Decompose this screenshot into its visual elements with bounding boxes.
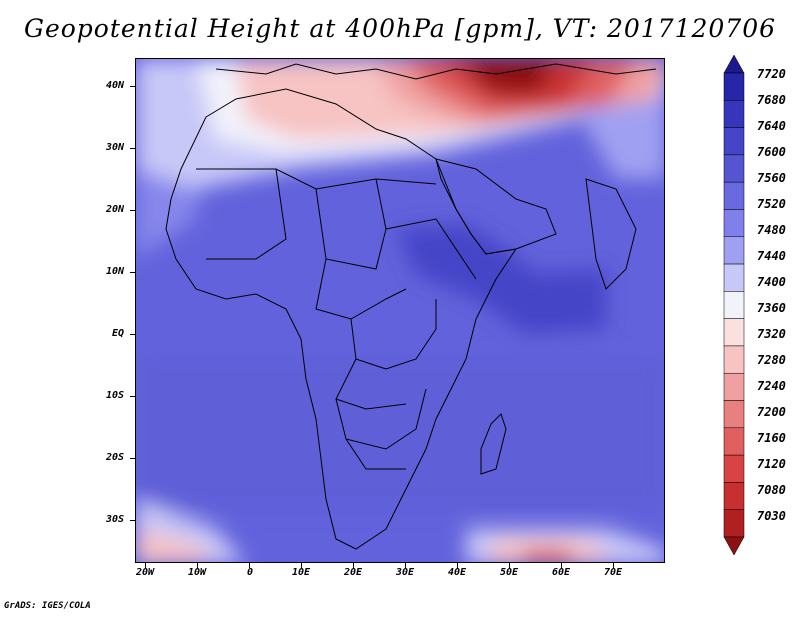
colorbar-swatch <box>723 72 745 101</box>
colorbar-label: 7320 <box>757 327 786 341</box>
lon-tick <box>509 563 510 568</box>
colorbar-label: 7120 <box>757 457 786 471</box>
colorbar-swatch <box>723 427 745 456</box>
lat-label-20n: 20N <box>106 204 125 215</box>
colorbar-label: 7680 <box>757 93 786 107</box>
colorbar-top-arrow <box>723 55 745 74</box>
colorbar-label: 7280 <box>757 353 786 367</box>
colorbar-swatch <box>723 509 745 538</box>
colorbar <box>723 55 745 555</box>
plot-title: Geopotential Height at 400hPa [gpm], VT:… <box>23 14 777 43</box>
map-panel <box>135 58 665 563</box>
footer-credit: GrADS: IGES/COLA <box>4 601 91 611</box>
colorbar-swatch <box>723 154 745 183</box>
lon-tick <box>561 563 562 568</box>
lat-label-30s: 30S <box>106 514 125 525</box>
lon-label-30e: 30E <box>396 567 415 578</box>
lon-label-40e: 40E <box>448 567 467 578</box>
coastlines <box>165 63 657 550</box>
lon-tick <box>457 563 458 568</box>
lat-tick <box>130 520 135 521</box>
lat-tick <box>130 86 135 87</box>
colorbar-swatch <box>723 345 745 374</box>
colorbar-label: 7240 <box>757 379 786 393</box>
colorbar-swatch <box>723 263 745 292</box>
lat-tick <box>130 148 135 149</box>
colorbar-label: 7160 <box>757 431 786 445</box>
lon-tick <box>613 563 614 568</box>
colorbar-label: 7360 <box>757 301 786 315</box>
lat-label-10n: 10N <box>106 266 125 277</box>
lat-tick <box>130 334 135 335</box>
colorbar-label: 7080 <box>757 483 786 497</box>
lon-tick <box>197 563 198 568</box>
lon-label-10w: 10W <box>188 567 207 578</box>
colorbar-label: 7480 <box>757 223 786 237</box>
colorbar-bottom-arrow <box>723 536 745 555</box>
colorbar-swatch <box>723 291 745 319</box>
lat-label-10s: 10S <box>106 390 125 401</box>
lon-tick <box>249 563 250 568</box>
colorbar-swatch <box>723 400 745 429</box>
lon-tick <box>145 563 146 568</box>
colorbar-label: 7030 <box>757 509 786 523</box>
lon-label-20w: 20W <box>136 567 155 578</box>
colorbar-label: 7600 <box>757 145 786 159</box>
lon-tick <box>353 563 354 568</box>
colorbar-label: 7720 <box>757 67 786 81</box>
colorbar-swatch <box>723 181 745 210</box>
lat-tick <box>130 272 135 273</box>
height-field-shading <box>136 59 664 562</box>
lon-label-70e: 70E <box>604 567 623 578</box>
colorbar-swatch <box>723 482 745 510</box>
lat-tick <box>130 458 135 459</box>
lon-label-10e: 10E <box>292 567 311 578</box>
colorbar-label: 7520 <box>757 197 786 211</box>
geopotential-field <box>136 59 664 562</box>
lon-label-0: 0 <box>247 567 254 578</box>
colorbar-swatch <box>723 127 745 156</box>
lat-label-40n: 40N <box>106 80 125 91</box>
lat-tick <box>130 210 135 211</box>
colorbar-swatch <box>723 318 745 347</box>
colorbar-label: 7560 <box>757 171 786 185</box>
colorbar-swatch <box>723 372 745 401</box>
lon-label-50e: 50E <box>500 567 519 578</box>
colorbar-swatch <box>723 454 745 483</box>
colorbar-swatch <box>723 236 745 265</box>
lon-tick <box>405 563 406 568</box>
lat-tick <box>130 396 135 397</box>
lon-tick <box>301 563 302 568</box>
lat-label-eq: EQ <box>112 328 125 339</box>
colorbar-label: 7440 <box>757 249 786 263</box>
lon-label-20e: 20E <box>344 567 363 578</box>
colorbar-label: 7640 <box>757 119 786 133</box>
colorbar-label: 7400 <box>757 275 786 289</box>
lat-label-20s: 20S <box>106 452 125 463</box>
colorbar-swatch <box>723 209 745 238</box>
colorbar-label: 7200 <box>757 405 786 419</box>
colorbar-swatch <box>723 100 745 128</box>
lat-label-30n: 30N <box>106 142 125 153</box>
lon-label-60e: 60E <box>552 567 571 578</box>
